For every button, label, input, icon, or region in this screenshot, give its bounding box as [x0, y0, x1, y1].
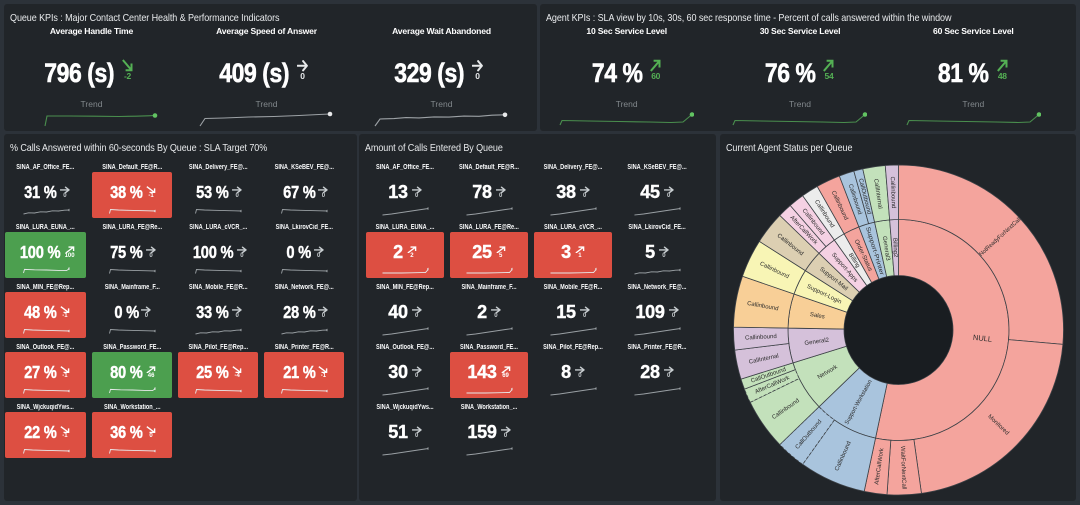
svg-text:Callinbound: Callinbound: [746, 301, 778, 312]
svg-text:NULL: NULL: [972, 333, 992, 344]
svg-text:General2: General2: [804, 337, 830, 347]
svg-text:AfterCallWork: AfterCallWork: [874, 447, 885, 485]
svg-text:Billing2: Billing2: [891, 238, 898, 258]
svg-text:Callinbound: Callinbound: [888, 176, 895, 208]
svg-text:General3: General3: [880, 236, 890, 262]
svg-text:Callinbound: Callinbound: [744, 334, 776, 342]
svg-text:Sales: Sales: [809, 312, 825, 321]
svg-text:CallInternal: CallInternal: [872, 178, 882, 209]
svg-text:WaitForNextCall: WaitForNextCall: [898, 446, 906, 490]
